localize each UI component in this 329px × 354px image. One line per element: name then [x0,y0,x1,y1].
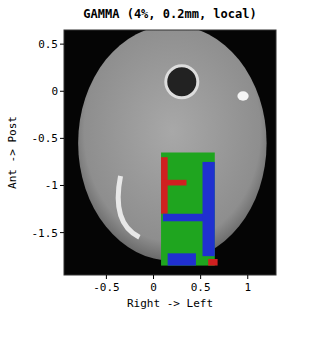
y-tick [60,91,64,92]
gamma-region [203,162,215,256]
gamma-region [163,214,205,222]
y-tick-label: 0 [51,85,58,98]
y-tick [60,185,64,186]
y-tick [60,232,64,233]
x-tick-label: -0.5 [93,281,120,294]
figure: GAMMA (4%, 0.2mm, local) -0.5 0 0.5 1 -1.5 -1 -… [0,0,329,354]
y-tick [60,44,64,45]
x-tick [106,275,107,279]
x-tick-label: 0 [150,281,157,294]
x-tick [200,275,201,279]
y-axis-title: Ant -> Post [6,116,19,189]
bright-spot [237,91,248,100]
gamma-region [161,157,168,214]
gamma-region [168,253,196,265]
x-tick [153,275,154,279]
frame [64,30,276,275]
trachea [166,66,198,98]
x-axis-title: Right -> Left [127,297,213,310]
y-tick [60,138,64,139]
x-tick-label: 1 [244,281,251,294]
gamma-region [208,259,217,266]
y-tick-label: 0.5 [38,38,58,51]
y-tick-label: -0.5 [32,132,59,145]
y-tick-label: -1.5 [32,227,59,240]
y-tick-label: -1 [45,179,58,192]
x-tick [247,275,248,279]
x-tick-label: 0.5 [191,281,211,294]
title: GAMMA (4%, 0.2mm, local) [83,7,256,21]
plot-area [64,30,276,275]
bone [118,176,139,237]
gamma-region [161,153,215,266]
gamma-region [163,180,187,186]
